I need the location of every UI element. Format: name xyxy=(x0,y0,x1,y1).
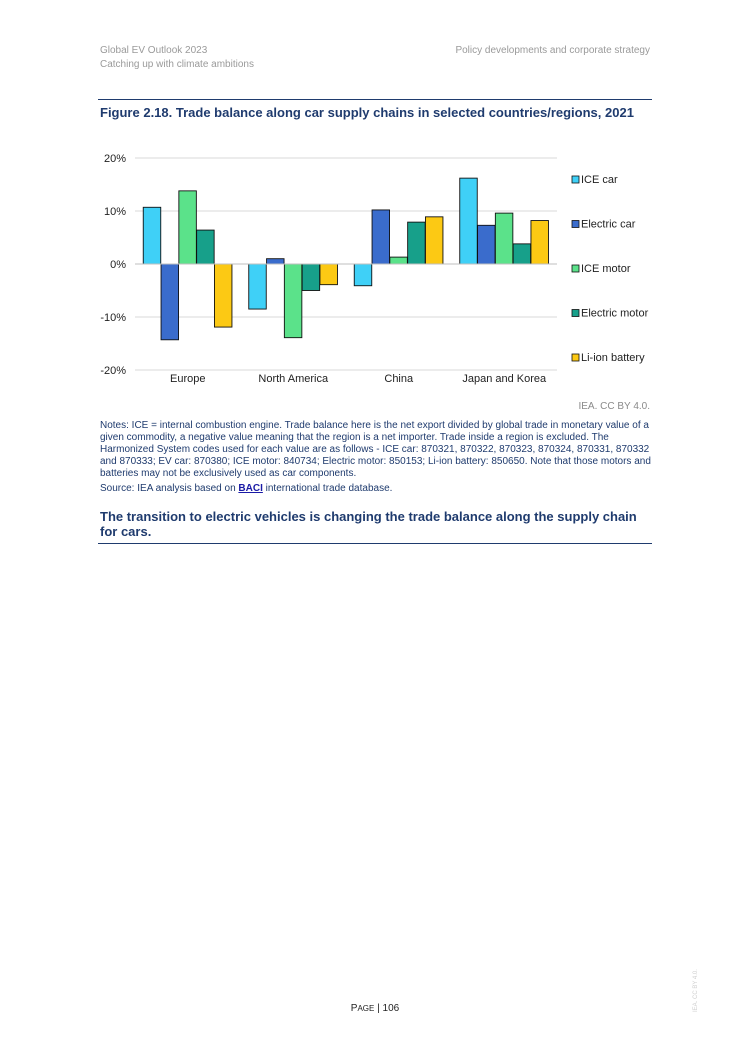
bar xyxy=(353,263,373,287)
bar xyxy=(142,206,162,265)
category-label: China xyxy=(384,373,414,385)
y-tick-label: -20% xyxy=(100,365,126,377)
legend-label: ICE motor xyxy=(581,263,631,275)
legend-label: ICE car xyxy=(581,174,618,186)
source-suffix: international trade database. xyxy=(262,483,393,494)
baci-link[interactable]: BACI xyxy=(238,483,263,494)
report-subtitle: Catching up with climate ambitions xyxy=(100,59,254,70)
legend-label: Electric motor xyxy=(581,308,649,320)
page-label-rest: AGE xyxy=(357,1004,375,1013)
bar xyxy=(196,229,215,265)
bar xyxy=(283,263,303,339)
legend-swatch xyxy=(571,353,580,362)
report-header-left: Global EV Outlook 2023 Catching up with … xyxy=(100,44,254,72)
category-label: Japan and Korea xyxy=(462,373,547,385)
bar xyxy=(248,263,267,310)
legend-swatch xyxy=(571,220,580,228)
bar xyxy=(407,221,426,265)
report-title: Global EV Outlook 2023 xyxy=(100,45,208,56)
bar xyxy=(494,212,514,265)
legend-swatch xyxy=(571,309,580,317)
bar xyxy=(266,258,285,265)
page-label-first: P xyxy=(350,1003,358,1014)
figure-notes: Notes: ICE = internal combustion engine.… xyxy=(100,420,651,479)
page-number: PAGE | 106 xyxy=(0,1003,750,1014)
source-prefix: Source: IEA analysis based on xyxy=(100,483,239,494)
legend-swatch xyxy=(571,264,580,273)
key-takeaway: The transition to electric vehicles is c… xyxy=(100,509,637,539)
bar xyxy=(213,263,233,328)
figure-top-rule xyxy=(98,99,652,100)
bar xyxy=(459,177,478,265)
side-watermark: IEA. CC BY 4.0. xyxy=(693,969,699,1012)
figure-credit: IEA. CC BY 4.0. xyxy=(578,401,650,412)
category-label: Europe xyxy=(170,373,205,385)
legend-label: Li-ion battery xyxy=(581,352,645,364)
page-number-value: | 106 xyxy=(377,1003,400,1014)
bar xyxy=(512,243,532,265)
y-tick-label: 10% xyxy=(104,206,126,218)
trade-balance-chart: 20% 10% 0% -10% -20% Europe North America China… xyxy=(100,153,649,385)
takeaway-bottom-rule xyxy=(98,543,652,544)
chapter-title: Policy developments and corporate strate… xyxy=(455,45,650,56)
y-tick-label: -10% xyxy=(100,312,126,324)
legend-swatch xyxy=(571,175,580,184)
bar xyxy=(371,209,390,265)
bar xyxy=(301,263,321,291)
figure-source: Source: IEA analysis based on BACI inter… xyxy=(100,483,652,494)
bar xyxy=(178,190,197,265)
bar xyxy=(319,263,338,286)
figure-title: Figure 2.18. Trade balance along car sup… xyxy=(100,105,634,120)
bar xyxy=(160,263,180,341)
bar xyxy=(477,224,496,265)
y-tick-label: 20% xyxy=(104,153,126,165)
legend-label: Electric car xyxy=(581,219,636,231)
bar xyxy=(425,216,444,265)
bar xyxy=(389,256,408,265)
bar xyxy=(530,220,549,265)
category-label: North America xyxy=(258,373,329,385)
y-tick-label: 0% xyxy=(110,259,126,271)
